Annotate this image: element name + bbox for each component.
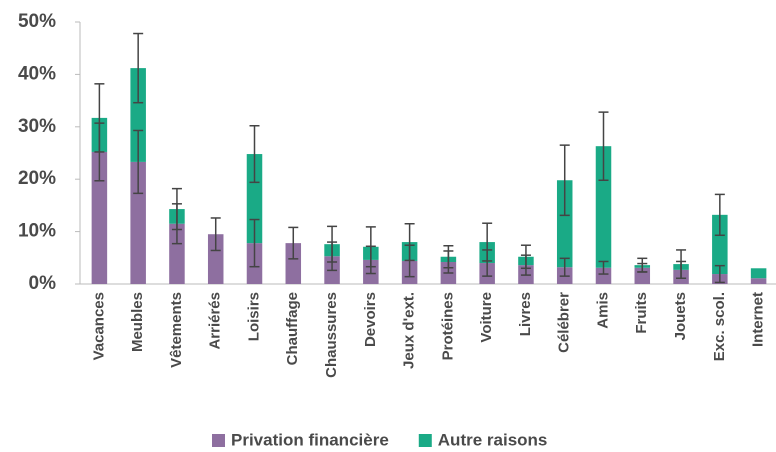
x-tick-label: Célébrer [556,292,573,353]
y-tick-label: 20% [18,168,56,189]
error-bar [171,187,182,231]
x-tick-label: Internet [750,292,767,347]
error-bar [714,264,725,284]
error-bar [133,129,144,195]
x-tick-label: Chauffage [284,292,301,365]
x-tick-label: Devoirs [362,292,379,347]
error-bar [327,225,338,263]
bar-segment [712,214,728,275]
error-bar [714,193,725,237]
x-tick-label: Arriérés [207,292,224,350]
bar-segment [556,180,573,268]
bar-segment [169,223,185,284]
bar-segment [130,68,146,162]
bar-segment [750,268,767,279]
bar-segment [750,278,767,284]
x-tick-label: Livres [517,292,534,336]
bar-segment [91,151,108,284]
y-tick-label: 10% [18,221,56,242]
x-tick-label: Jeux d'ext. [401,292,418,369]
bar-segment [595,267,612,284]
x-tick-label: Protéines [439,292,456,360]
x-tick-label: Exc. scol. [711,292,728,361]
y-tick-label: 50% [18,11,56,32]
legend-label: Privation financière [231,430,389,449]
error-bar [598,260,609,275]
legend-label: Autre raisons [438,430,548,449]
error-bar [94,83,105,153]
y-tick-label: 40% [18,63,56,84]
error-bar [676,249,687,279]
error-bar [598,111,609,181]
x-tick-label: Jouets [672,292,689,340]
error-bar [443,244,454,269]
y-tick-label: 0% [29,273,57,294]
x-tick-label: Amis [594,292,611,329]
error-bar [133,32,144,104]
x-tick-label: Meubles [129,292,146,352]
error-bar [404,222,415,262]
bar-segment [285,243,302,284]
bar-segment [207,234,224,284]
error-bar [637,257,648,273]
x-tick-label: Loisirs [245,292,262,341]
x-tick-label: Chaussures [323,292,340,378]
x-tick-label: Vêtements [168,292,185,368]
error-bar [210,217,221,252]
error-bar [288,226,299,260]
bar-segment [595,146,612,268]
error-bar [559,257,570,277]
x-tick-label: Fruits [633,292,650,334]
bar-segment [246,154,263,244]
legend-swatch [212,434,225,447]
error-bar [365,226,376,268]
bar-segment [130,161,146,284]
error-bar [249,218,260,268]
y-tick-label: 30% [18,116,56,137]
legend-swatch [418,434,432,447]
error-bar [559,144,570,217]
x-tick-label: Voiture [478,292,495,343]
x-tick-label: Vacances [90,292,107,360]
error-bar [482,222,493,262]
error-bar [520,244,531,270]
error-bar [249,125,260,184]
